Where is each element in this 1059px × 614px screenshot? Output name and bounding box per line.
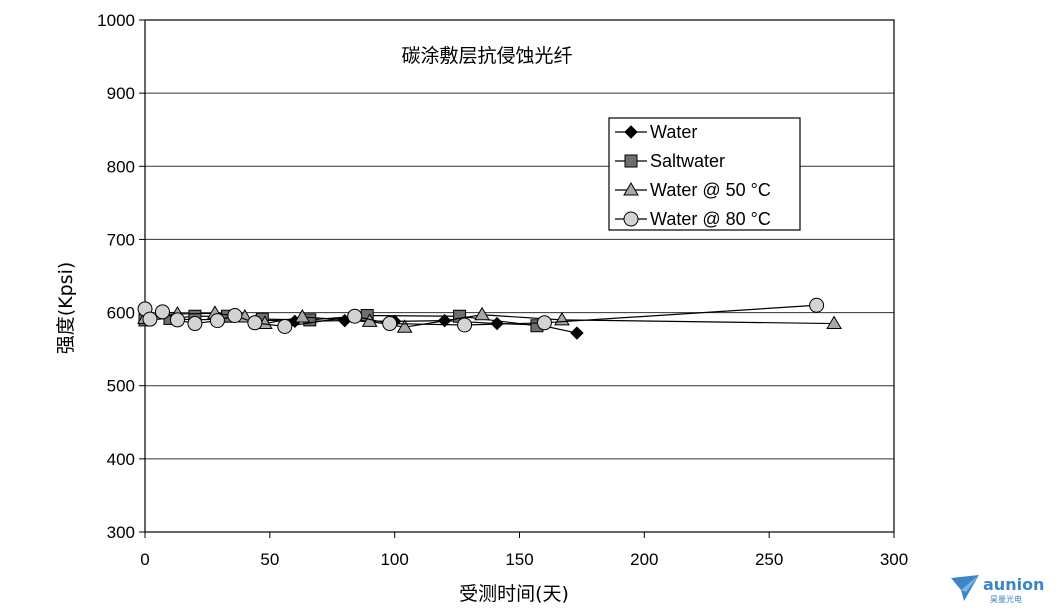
point-2-9	[554, 311, 570, 326]
point-3-7	[247, 315, 263, 331]
point-3-10	[382, 316, 398, 332]
y-tick-label-1: 400	[107, 450, 135, 469]
legend-item-2: Water @ 50 °C	[615, 180, 771, 200]
x-axis-ticks: 0 50 100 150 200 250 300	[140, 532, 908, 569]
y-tick-label-2: 500	[107, 377, 135, 396]
legend-label-2: Water @ 50 °C	[650, 180, 771, 200]
point-3-5	[209, 313, 225, 329]
series-layer	[137, 297, 842, 340]
point-3-6	[227, 307, 243, 323]
logo-subtitle: 昊量光电	[990, 594, 1022, 604]
y-tick-label-4: 700	[107, 230, 135, 249]
point-2-7	[396, 319, 413, 333]
x-tick-label-4: 200	[630, 550, 658, 569]
y-tick-label-3: 600	[107, 304, 135, 323]
y-tick-label-5: 800	[107, 157, 135, 176]
x-tick-label-5: 250	[755, 550, 783, 569]
x-tick-label-3: 150	[505, 550, 533, 569]
legend-marker-3	[623, 211, 639, 227]
y-tick-label-6: 900	[107, 84, 135, 103]
y-tick-label-7: 1000	[97, 11, 135, 30]
point-3-8	[277, 318, 293, 334]
x-tick-label-1: 50	[260, 550, 279, 569]
plot-frame	[144, 19, 895, 533]
x-tick-label-0: 0	[140, 550, 149, 569]
paper-plane-icon	[951, 575, 979, 601]
gridlines	[145, 19, 894, 533]
legend-label-1: Saltwater	[650, 151, 725, 171]
legend-label-3: Water @ 80 °C	[650, 209, 771, 229]
y-axis-ticks: 300 400 500 600 700 800 900 1000	[97, 11, 145, 542]
series-3	[137, 297, 825, 334]
point-3-12	[536, 315, 552, 331]
point-3-9	[347, 308, 363, 324]
x-axis-title: 受测时间(天)	[459, 583, 569, 605]
y-axis-title: 强度(Kpsi)	[55, 262, 77, 355]
point-0-11	[570, 326, 584, 340]
point-3-1	[142, 311, 158, 327]
point-3-2	[154, 304, 170, 320]
point-3-11	[457, 317, 473, 333]
point-3-3	[169, 312, 185, 328]
x-tick-label-6: 300	[880, 550, 908, 569]
point-3-4	[187, 316, 203, 332]
logo: aunion 昊量光电	[951, 575, 1044, 604]
point-2-5	[294, 308, 311, 323]
legend-item-1: Saltwater	[615, 151, 725, 171]
legend-marker-0	[624, 125, 638, 139]
x-tick-label-2: 100	[380, 550, 408, 569]
point-2-8	[474, 306, 490, 321]
chart-annotation: 碳涂敷层抗侵蚀光纤	[401, 45, 572, 67]
legend-item-3: Water @ 80 °C	[615, 209, 771, 229]
point-3-13	[809, 297, 825, 313]
legend: Water Saltwater Water @ 50 °C Water @ 80 °C	[608, 117, 801, 231]
logo-name: aunion	[983, 575, 1044, 594]
legend-box	[608, 117, 801, 231]
legend-marker-2	[623, 182, 639, 196]
legend-item-0: Water	[615, 122, 697, 142]
legend-label-0: Water	[650, 122, 697, 142]
point-2-10	[826, 315, 842, 330]
y-tick-label-0: 300	[107, 523, 135, 542]
legend-marker-1	[624, 154, 638, 168]
